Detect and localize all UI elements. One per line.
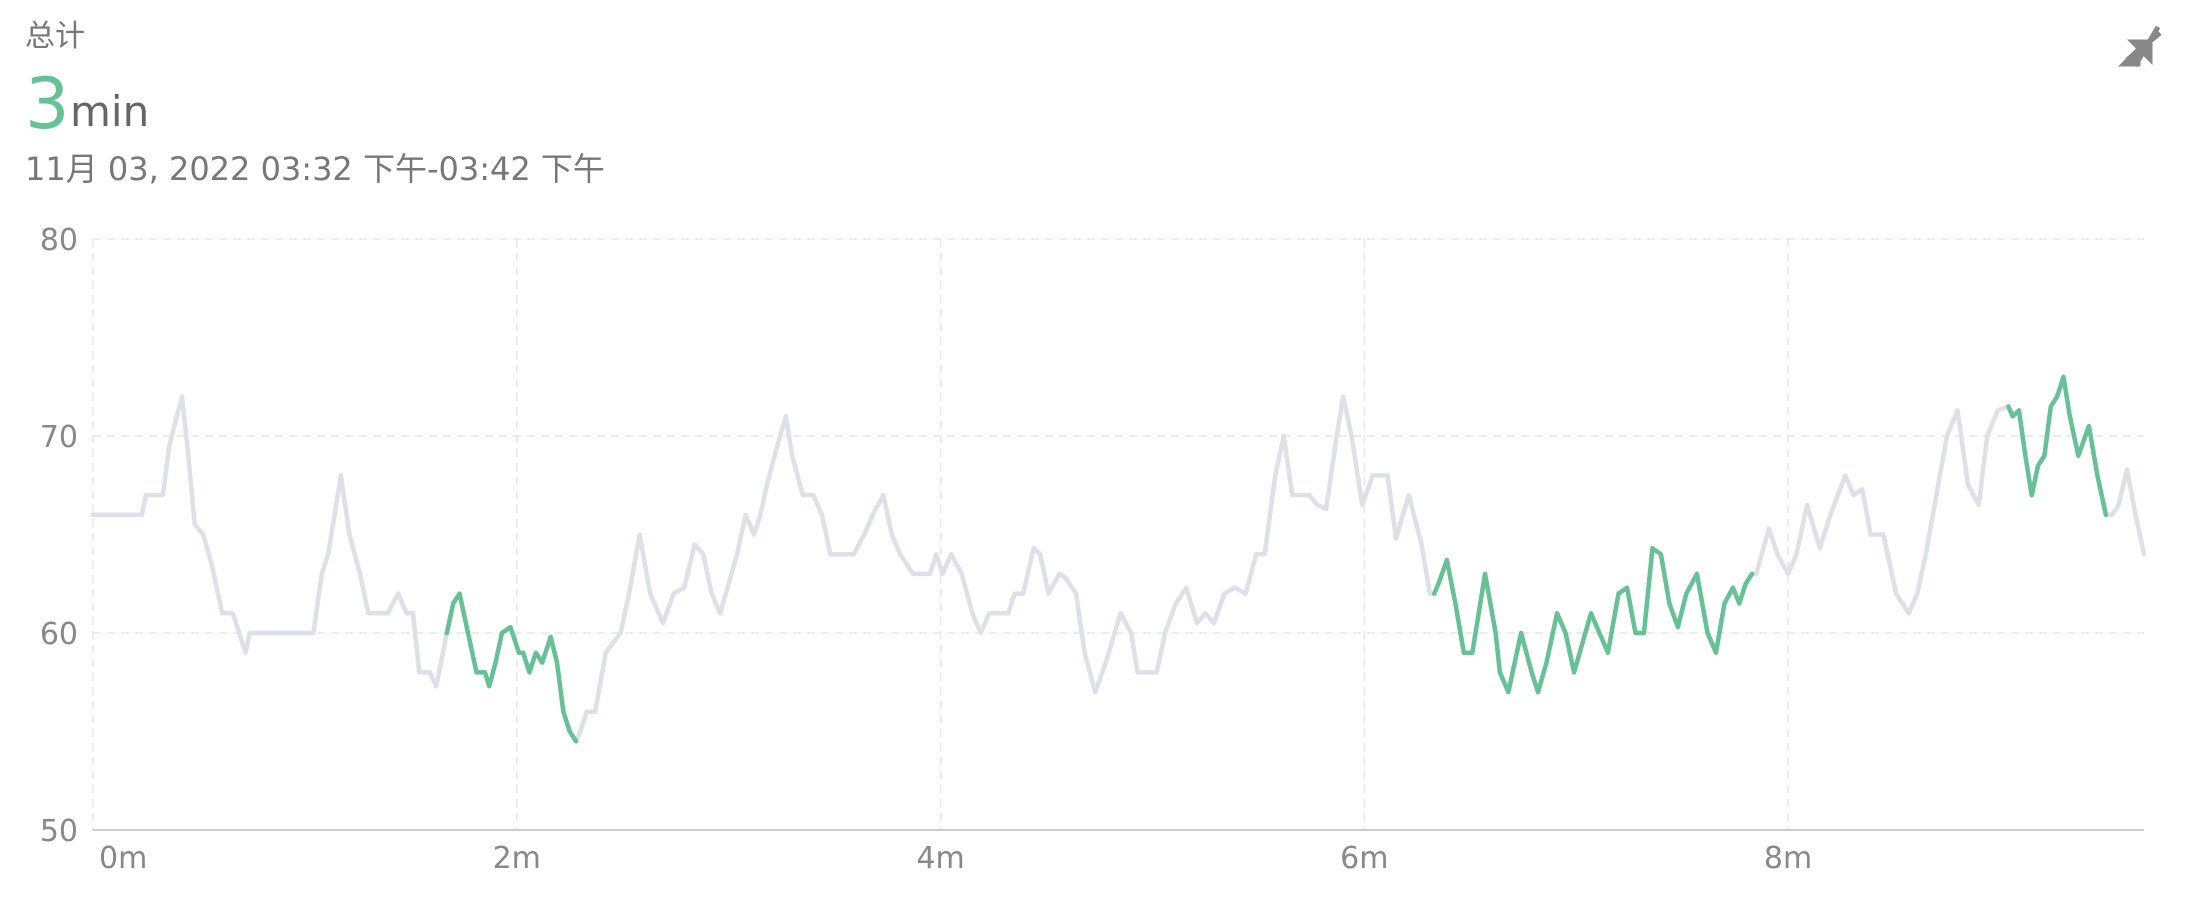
y-tick-label: 50 (40, 814, 78, 849)
collapse-button[interactable] (2117, 25, 2162, 68)
x-tick-label: 4m (916, 841, 964, 876)
line-segment (90, 374, 2147, 744)
x-tick-label: 0m (99, 841, 147, 876)
x-tick-label: 8m (1764, 841, 1812, 876)
line-segment (444, 591, 579, 744)
plot: 50 60 70 80 0m 2m 4m 6m 8m (40, 223, 2147, 876)
total-unit: min (70, 87, 149, 136)
y-tick-label: 60 (40, 617, 78, 652)
y-tick-label: 70 (40, 420, 78, 455)
x-tick-label: 2m (493, 841, 541, 876)
total-value: 3 (25, 63, 70, 145)
line-segment (2006, 374, 2109, 518)
y-tick-label: 80 (40, 223, 78, 258)
line-segment (1431, 546, 1755, 695)
x-tick-label: 6m (1340, 841, 1388, 876)
time-range: 11月 03, 2022 03:32 下午-03:42 下午 (25, 150, 605, 188)
total-label: 总计 (25, 19, 85, 54)
